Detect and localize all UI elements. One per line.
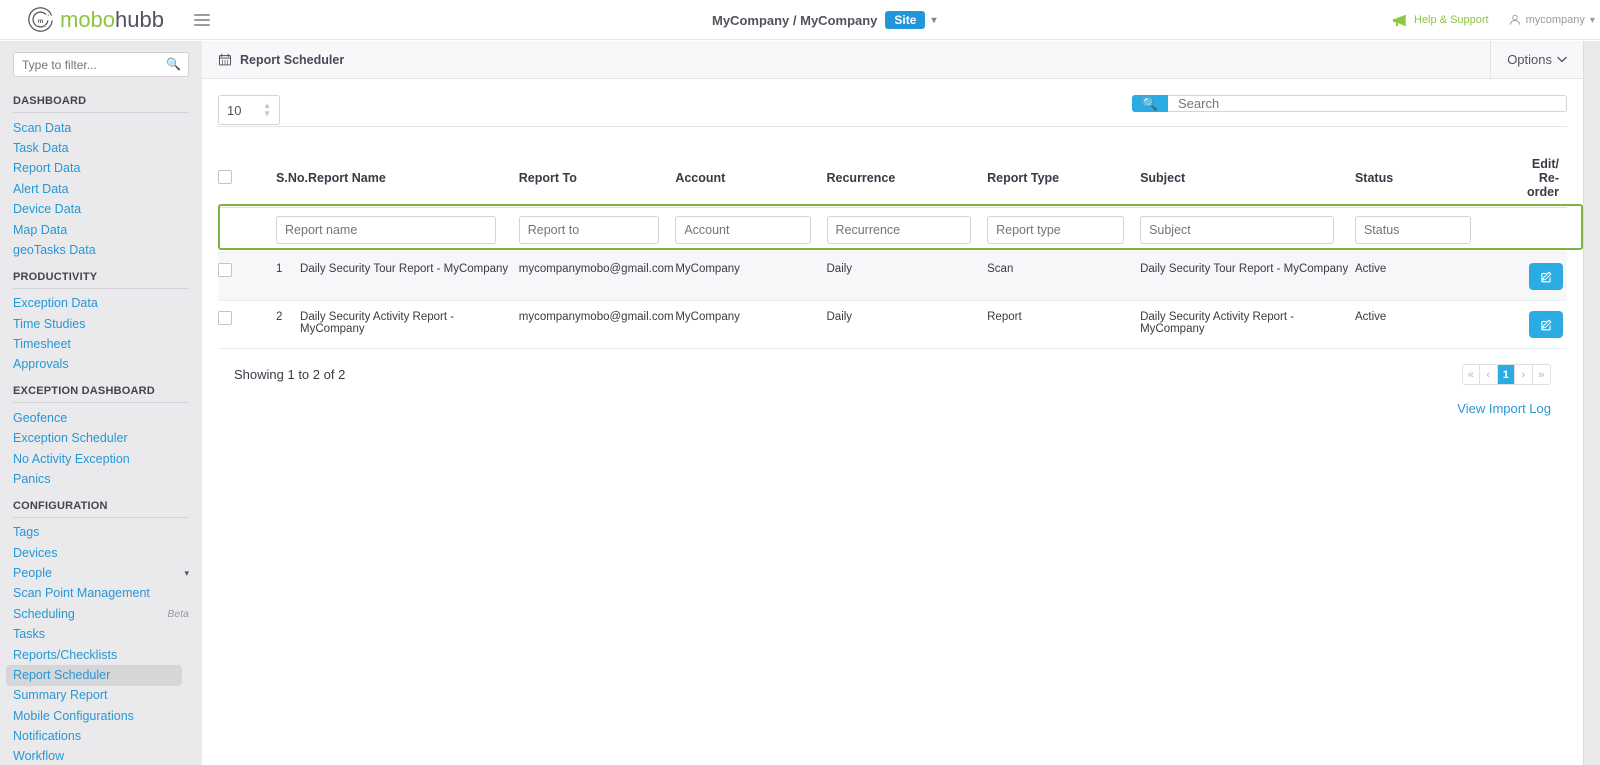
svg-text:m: m bbox=[38, 18, 44, 25]
